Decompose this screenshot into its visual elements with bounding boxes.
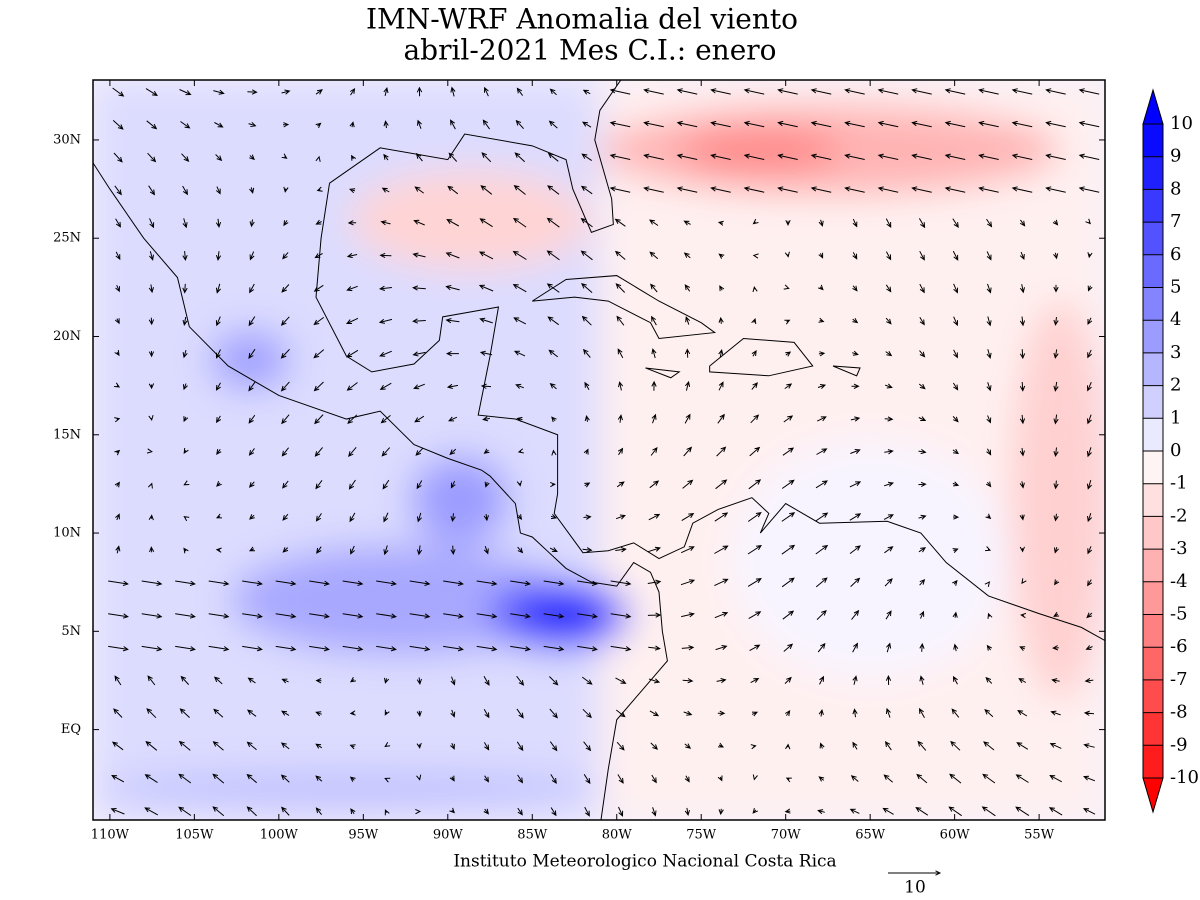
colorbar-label: -10 [1170, 767, 1199, 788]
colorbar-band [1143, 647, 1163, 680]
x-tick-label: 85W [517, 828, 548, 843]
x-tick-label: 70W [771, 828, 802, 843]
colorbar-band [1143, 483, 1163, 517]
colorbar-label: -9 [1170, 734, 1188, 755]
colorbar-label: 3 [1170, 342, 1181, 363]
colorbar-band [1143, 156, 1163, 190]
colorbar-band [1143, 549, 1163, 582]
x-tick-label: 80W [602, 828, 633, 843]
colorbar-band [1143, 745, 1163, 778]
colorbar-band [1143, 614, 1163, 648]
y-tick-label: EQ [61, 722, 81, 737]
colorbar-label: 8 [1170, 178, 1181, 199]
reference-vector [888, 870, 942, 876]
x-tick-label: 90W [433, 828, 464, 843]
colorbar-band [1143, 189, 1163, 223]
colorbar-label: 2 [1170, 375, 1181, 396]
colorbar-band [1143, 352, 1163, 386]
colorbar-label: 4 [1170, 309, 1181, 330]
colorbar-label: 5 [1170, 277, 1181, 298]
y-tick-label: 10N [53, 526, 81, 541]
colorbar-label: 10 [1170, 113, 1193, 134]
x-tick-label: 75W [686, 828, 717, 843]
coastline [645, 367, 681, 379]
colorbar-label: 1 [1170, 407, 1181, 428]
y-tick-label: 30N [53, 132, 81, 147]
coastlines [93, 80, 1105, 820]
title: IMN-WRF Anomalia del viento [366, 3, 798, 36]
colorbar-band [1143, 516, 1163, 550]
x-tick-label: 105W [175, 828, 214, 843]
y-tick-label: 25N [53, 231, 81, 246]
colorbar-extend-top [1142, 88, 1164, 125]
coastline [709, 337, 814, 377]
coastline [832, 365, 861, 377]
coastline [531, 275, 717, 339]
coastline [329, 80, 622, 233]
x-tick-label: 95W [348, 828, 379, 843]
x-tick-label: 55W [1024, 828, 1055, 843]
colorbar-label: -8 [1170, 702, 1188, 723]
colorbar-label: -7 [1170, 669, 1188, 690]
y-tick-label: 20N [53, 329, 81, 344]
colorbar-band [1143, 679, 1163, 713]
colorbar-band [1143, 222, 1163, 255]
map-area [93, 80, 1105, 820]
colorbar-band [1143, 581, 1163, 615]
x-tick-label: 110W [91, 828, 130, 843]
colorbar-label: -1 [1170, 473, 1188, 494]
x-tick-label: 65W [855, 828, 886, 843]
y-tick-label: 15N [53, 427, 81, 442]
colorbar-label: -2 [1170, 505, 1188, 526]
colorbar-label: 7 [1170, 211, 1181, 232]
colorbar-band [1143, 385, 1163, 419]
wind-vectors [108, 86, 1100, 817]
map-frame [92, 79, 1106, 821]
colorbar-label: -4 [1170, 571, 1188, 592]
subtitle: abril-2021 Mes C.I.: enero [403, 34, 776, 67]
colorbar-label: -5 [1170, 604, 1188, 625]
colorbar-band [1143, 712, 1163, 746]
colorbar-band [1143, 451, 1163, 484]
x-tick-label: 100W [260, 828, 299, 843]
reference-vector-label: 10 [904, 878, 926, 898]
colorbar-band [1143, 287, 1163, 321]
coastline [93, 161, 668, 820]
colorbar-band [1143, 254, 1163, 288]
colorbar-label: -6 [1170, 636, 1188, 657]
colorbar-extend-bottom [1142, 777, 1164, 814]
coastline [315, 183, 1105, 642]
colorbar-label: -3 [1170, 538, 1188, 559]
colorbar-label: 9 [1170, 146, 1181, 167]
y-tick-label: 5N [61, 624, 81, 639]
anomaly-shading [93, 80, 1105, 820]
colorbar-label: 0 [1170, 440, 1181, 461]
credit: Instituto Meteorologico Nacional Costa R… [453, 852, 836, 872]
colorbar-band [1143, 418, 1163, 451]
colorbar-band [1143, 124, 1163, 157]
x-tick-label: 60W [940, 828, 971, 843]
colorbar-band [1143, 320, 1163, 353]
colorbar-label: 6 [1170, 244, 1181, 265]
